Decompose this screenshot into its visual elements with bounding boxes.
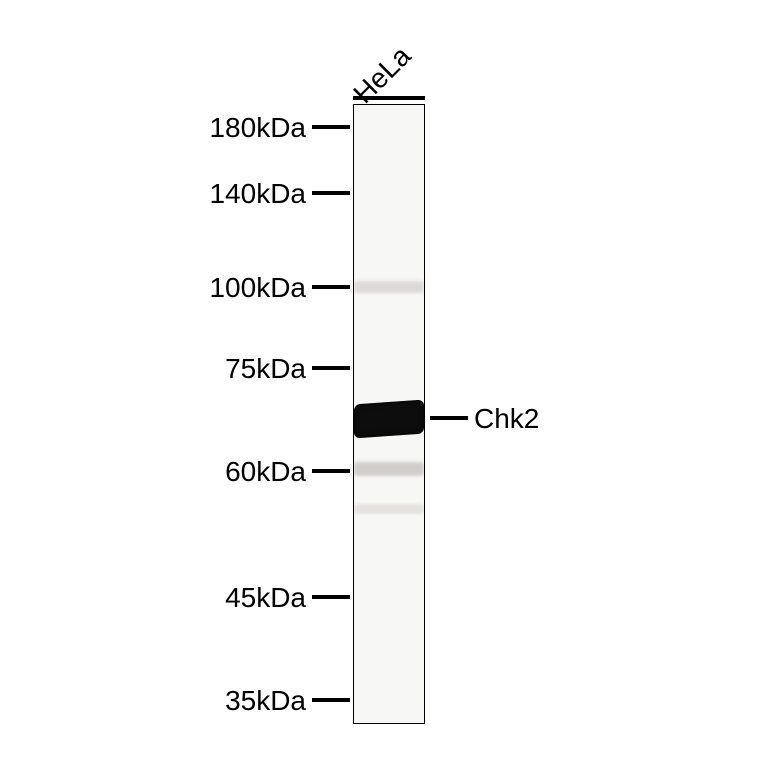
marker-tick	[312, 595, 350, 599]
marker-tick	[312, 125, 350, 129]
target-label: Chk2	[474, 403, 539, 435]
marker-label: 35kDa	[0, 685, 306, 717]
band	[354, 462, 424, 476]
band	[354, 281, 424, 293]
marker-label: 100kDa	[0, 272, 306, 304]
marker-tick	[312, 469, 350, 473]
marker-tick	[312, 285, 350, 289]
blot-lane	[353, 104, 425, 724]
marker-tick	[312, 366, 350, 370]
marker-label: 60kDa	[0, 456, 306, 488]
marker-label: 45kDa	[0, 582, 306, 614]
band	[354, 504, 424, 514]
target-tick	[430, 416, 468, 420]
marker-tick	[312, 698, 350, 702]
blot-figure: HeLa Chk2 180kDa140kDa100kDa75kDa60kDa45…	[0, 0, 764, 764]
marker-label: 75kDa	[0, 353, 306, 385]
lane-underline	[353, 96, 425, 100]
marker-tick	[312, 191, 350, 195]
band	[354, 400, 424, 439]
marker-label: 180kDa	[0, 112, 306, 144]
marker-label: 140kDa	[0, 178, 306, 210]
